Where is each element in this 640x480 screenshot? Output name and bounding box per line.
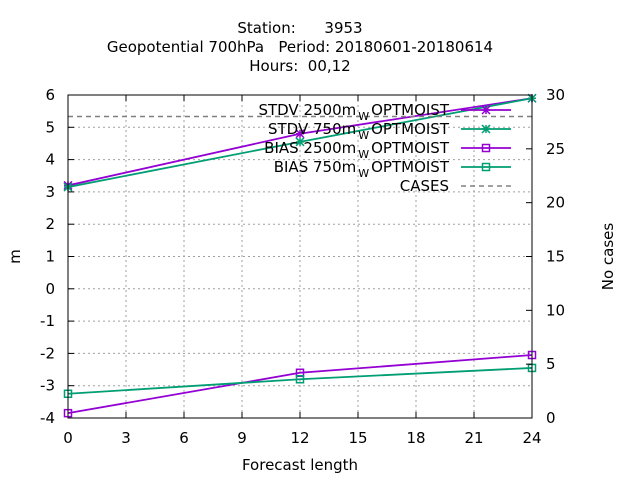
- y-tick-label: 2: [45, 215, 55, 233]
- data-point: [295, 129, 305, 139]
- data-point: [295, 374, 305, 384]
- y2-tick-label: 20: [546, 194, 565, 212]
- legend-label: STDV 2500m W OPTMOIST: [258, 101, 449, 123]
- grid: [68, 95, 532, 418]
- x-tick-label: 24: [522, 429, 541, 447]
- title-line: Station: 3953: [237, 19, 362, 37]
- y-tick-label: 4: [45, 151, 55, 169]
- y2-tick-label: 25: [546, 140, 565, 158]
- legend-marker: [481, 105, 491, 115]
- y-tick-label: -4: [40, 409, 55, 427]
- y-tick-label: 5: [45, 118, 55, 136]
- x-axis: 0 3 6 9 12 15 18 21 24: [63, 95, 542, 447]
- y-tick-label: -3: [40, 377, 55, 395]
- x-tick-label: 6: [179, 429, 189, 447]
- x-tick-label: 21: [464, 429, 483, 447]
- y2-tick-label: 10: [546, 301, 565, 319]
- legend-label: CASES: [400, 177, 449, 195]
- y-tick-label: 0: [45, 280, 55, 298]
- series-bias-750m: [63, 363, 537, 399]
- legend-marker: [481, 162, 491, 172]
- legend-label: STDV 750m W OPTMOIST: [268, 120, 450, 142]
- y2-axis-label: No cases: [599, 223, 617, 291]
- series-line: [67, 367, 533, 395]
- y-axis-right: 0 5 10 15 20 25 30: [526, 86, 565, 427]
- x-tick-label: 3: [121, 429, 131, 447]
- x-axis-label: Forecast length: [242, 456, 358, 474]
- x-tick-label: 15: [348, 429, 367, 447]
- y-axis-label: m: [6, 249, 24, 264]
- y-tick-label: 6: [45, 86, 55, 104]
- y2-tick-label: 15: [546, 248, 565, 266]
- x-tick-label: 0: [63, 429, 73, 447]
- y-tick-label: -2: [40, 344, 55, 362]
- title-line: Hours: 00,12: [249, 57, 350, 75]
- y-tick-label: 3: [45, 183, 55, 201]
- y-tick-label: 1: [45, 248, 55, 266]
- data-point: [295, 137, 305, 147]
- y2-tick-label: 30: [546, 86, 565, 104]
- x-tick-label: 18: [406, 429, 425, 447]
- y-tick-label: -1: [40, 312, 55, 330]
- legend-marker: [481, 124, 491, 134]
- legend-marker: [481, 143, 491, 153]
- y2-tick-label: 5: [546, 355, 556, 373]
- y-axis-left: -4 -3 -2 -1 0 1 2 3 4 5 6: [40, 86, 74, 427]
- x-tick-label: 12: [290, 429, 309, 447]
- title-line: Geopotential 700hPa Period: 20180601-201…: [107, 38, 493, 56]
- series-line: [67, 354, 533, 415]
- y2-tick-label: 0: [546, 409, 556, 427]
- legend-label: BIAS 750m W OPTMOIST: [274, 158, 450, 180]
- x-tick-label: 9: [237, 429, 247, 447]
